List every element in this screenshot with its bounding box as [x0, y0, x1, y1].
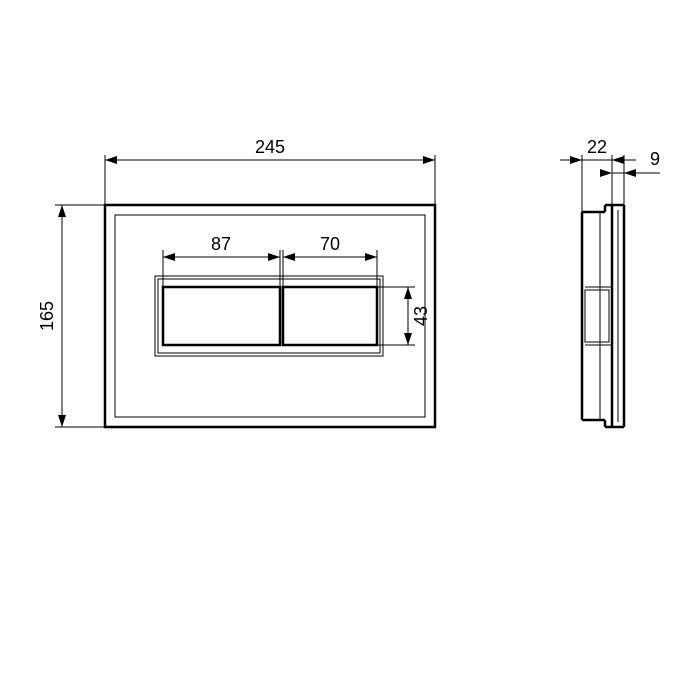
dim-lip-label: 9 — [650, 149, 660, 169]
dim-btn-height-43: 43 — [377, 287, 431, 345]
dim-btn-left-label: 87 — [211, 234, 231, 254]
dim-depth-label: 22 — [587, 137, 607, 157]
dim-btn-h-label: 43 — [411, 306, 431, 326]
front-view — [105, 205, 435, 427]
technical-drawing: 245 165 87 70 43 — [0, 0, 700, 700]
dim-height-label: 165 — [37, 301, 57, 331]
dim-btn-right-label: 70 — [320, 234, 340, 254]
dim-height-165: 165 — [37, 205, 105, 427]
side-view — [582, 205, 624, 427]
dim-depth-22: 22 — [560, 137, 636, 212]
dim-width-label: 245 — [255, 137, 285, 157]
dim-width-245: 245 — [105, 137, 435, 205]
buttons-group — [155, 276, 383, 356]
dim-lip-9: 9 — [600, 149, 660, 205]
